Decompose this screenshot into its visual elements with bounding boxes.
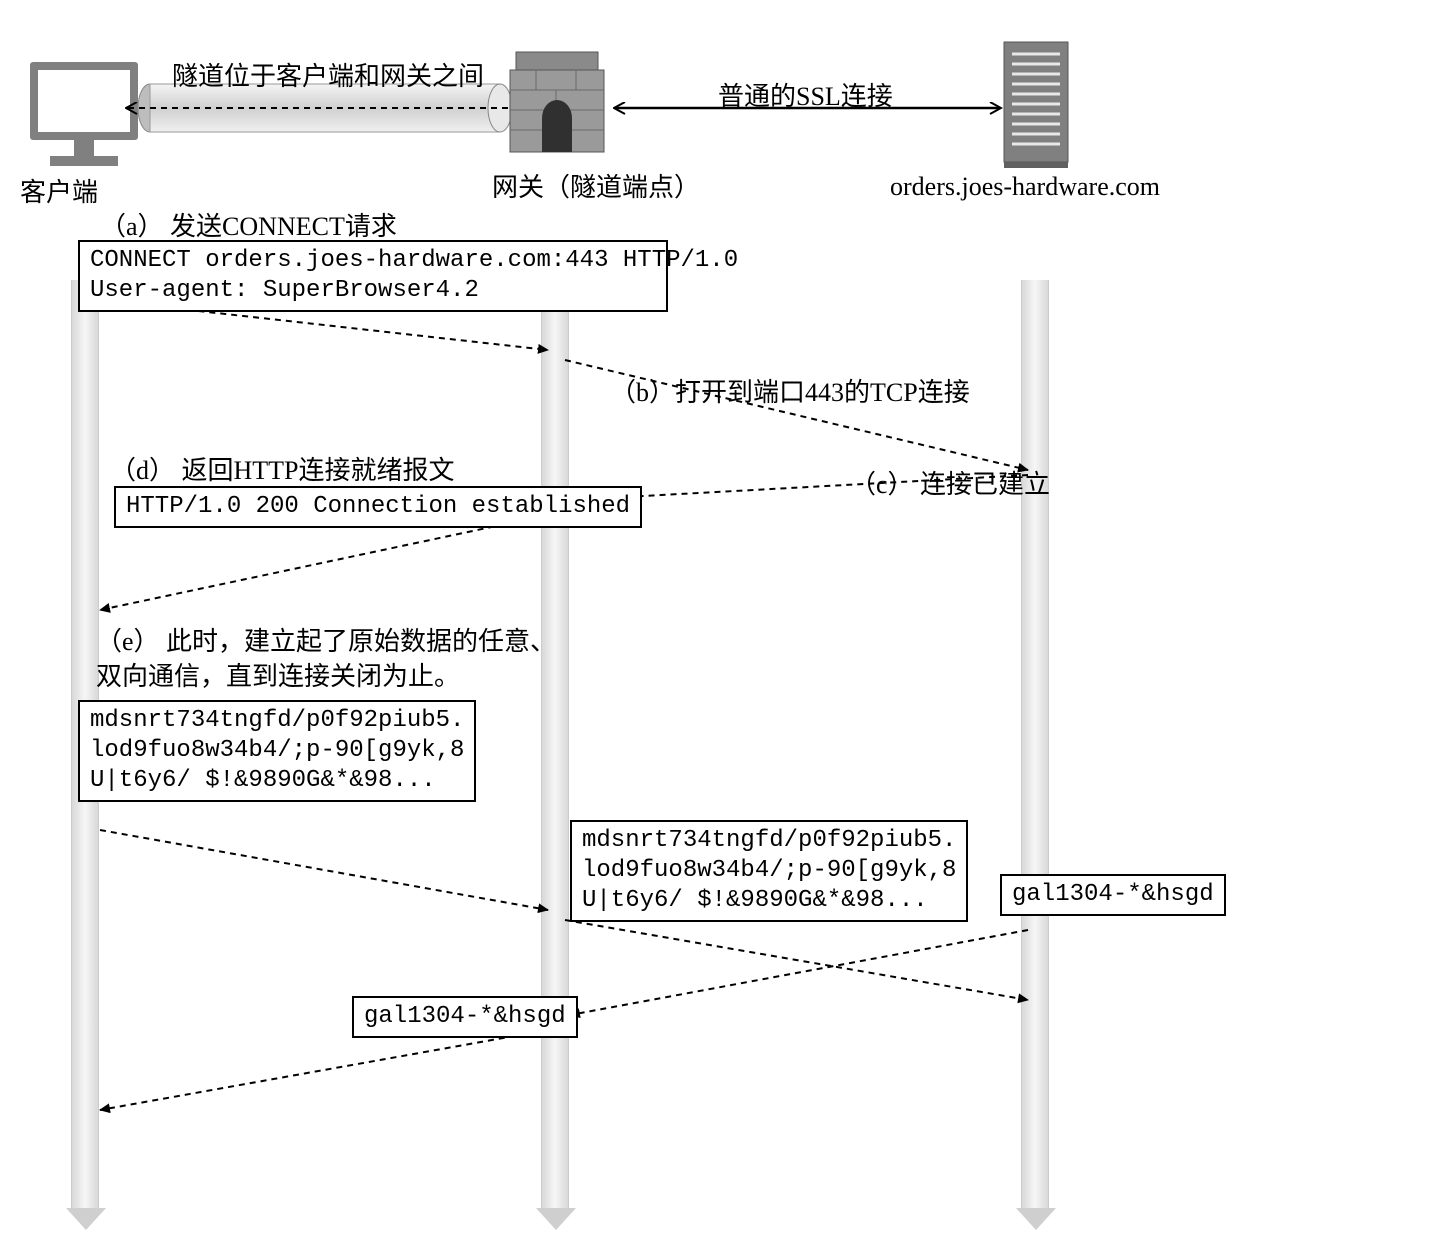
raw-data-server-short-box: gal1304-*&hsgd bbox=[1000, 874, 1226, 916]
step-c-tag: （c） bbox=[850, 470, 914, 499]
client-label: 客户端 bbox=[20, 172, 98, 209]
step-b-tag: （b） bbox=[610, 378, 675, 407]
arrow-d bbox=[100, 515, 548, 610]
step-a-label: （a） 发送CONNECT请求 bbox=[100, 206, 397, 243]
step-c-label: （c） 连接已建立 bbox=[850, 464, 1050, 501]
server-label: orders.joes-hardware.com bbox=[890, 172, 1160, 202]
step-a-tag: （a） bbox=[100, 212, 164, 241]
raw-data-gateway-box: mdsnrt734tngfd/p0f92piub5. lod9fuo8w34b4… bbox=[570, 820, 968, 922]
connect-request-box: CONNECT orders.joes-hardware.com:443 HTT… bbox=[78, 240, 668, 312]
wall-arch-icon bbox=[510, 52, 604, 152]
step-a-text: 发送CONNECT请求 bbox=[170, 212, 397, 241]
step-e-text2: 双向通信，直到连接关闭为止。 bbox=[96, 662, 460, 691]
gateway-label-text: 网关（隧道端点） bbox=[492, 173, 700, 202]
tunnel-label: 隧道位于客户端和网关之间 bbox=[172, 56, 484, 93]
raw-data-gateway-short-box: gal1304-*&hsgd bbox=[352, 996, 578, 1038]
gateway-label: 网关（隧道端点） bbox=[492, 172, 700, 205]
arrow-e2-sg bbox=[570, 930, 1028, 1015]
connection-established-box: HTTP/1.0 200 Connection established bbox=[114, 486, 642, 528]
step-d-label: （d） 返回HTTP连接就绪报文 bbox=[110, 450, 455, 487]
raw-data-client-box: mdsnrt734tngfd/p0f92piub5. lod9fuo8w34b4… bbox=[78, 700, 476, 802]
step-b-text: 打开到端口443的TCP连接 bbox=[675, 378, 970, 407]
diagram-overlay bbox=[0, 0, 1452, 1242]
arrow-e1-gs bbox=[565, 920, 1028, 1000]
arrow-e2-gc bbox=[100, 1030, 548, 1110]
ssl-label: 普通的SSL连接 bbox=[718, 76, 893, 113]
step-d-text: 返回HTTP连接就绪报文 bbox=[182, 456, 455, 485]
step-b-label: （b）打开到端口443的TCP连接 bbox=[610, 372, 970, 409]
step-e-tag: （e） bbox=[96, 627, 160, 656]
step-d-tag: （d） bbox=[110, 456, 175, 485]
step-e-text1: 此时，建立起了原始数据的任意、 bbox=[166, 627, 556, 656]
server-rack-icon bbox=[1004, 42, 1068, 168]
step-c-text: 连接已建立 bbox=[920, 470, 1050, 499]
monitor-icon bbox=[30, 62, 138, 166]
arrow-e1-cg bbox=[100, 830, 548, 910]
step-e-label: （e） 此时，建立起了原始数据的任意、 双向通信，直到连接关闭为止。 bbox=[96, 624, 556, 694]
